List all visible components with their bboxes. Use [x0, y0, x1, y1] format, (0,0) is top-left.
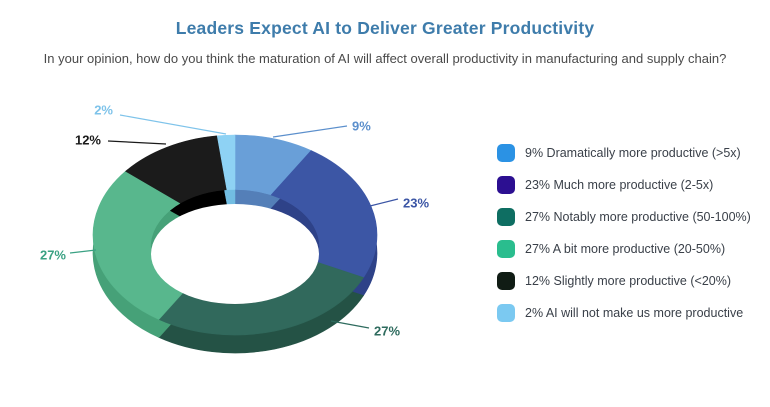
legend-swatch [497, 144, 515, 162]
chart-legend: 9% Dramatically more productive (>5x) 23%… [497, 144, 751, 322]
callout-line [69, 249, 97, 254]
legend-label: 2% AI will not make us more productive [525, 306, 744, 320]
slice-percent-label: 27% [40, 248, 66, 263]
survey-question: In your opinion, how do you think the ma… [43, 51, 727, 66]
legend-item: 27% Notably more productive (50-100%) [497, 208, 751, 226]
legend-item: 9% Dramatically more productive (>5x) [497, 144, 751, 162]
legend-label: 9% Dramatically more productive (>5x) [525, 146, 741, 160]
legend-label: 12% Slightly more productive (<20%) [525, 274, 731, 288]
donut-chart-area: 9% 23% 27% 27% 12% 2% [0, 95, 470, 407]
slice-percent-label: 2% [94, 103, 113, 118]
legend-item: 27% A bit more productive (20-50%) [497, 240, 751, 258]
legend-swatch [497, 240, 515, 258]
slice-percent-label: 12% [75, 133, 101, 148]
donut-chart: 9% 23% 27% 27% 12% 2% [40, 103, 429, 354]
donut-hole [151, 204, 319, 304]
legend-swatch [497, 176, 515, 194]
slice-percent-label: 9% [352, 119, 371, 134]
slice-percent-label: 23% [403, 196, 429, 211]
legend-label: 23% Much more productive (2-5x) [525, 178, 714, 192]
page-title: Leaders Expect AI to Deliver Greater Pro… [175, 18, 595, 38]
slice-percent-label: 27% [374, 324, 400, 339]
legend-swatch [497, 304, 515, 322]
callout-line [119, 114, 227, 135]
callout-line [369, 198, 399, 207]
legend-swatch [497, 208, 515, 226]
legend-label: 27% Notably more productive (50-100%) [525, 210, 751, 224]
legend-item: 2% AI will not make us more productive [497, 304, 751, 322]
legend-item: 23% Much more productive (2-5x) [497, 176, 751, 194]
callout-line [107, 140, 167, 145]
callout-line [330, 320, 370, 329]
callout-line [272, 125, 348, 138]
legend-swatch [497, 272, 515, 290]
legend-label: 27% A bit more productive (20-50%) [525, 242, 726, 256]
legend-item: 12% Slightly more productive (<20%) [497, 272, 751, 290]
